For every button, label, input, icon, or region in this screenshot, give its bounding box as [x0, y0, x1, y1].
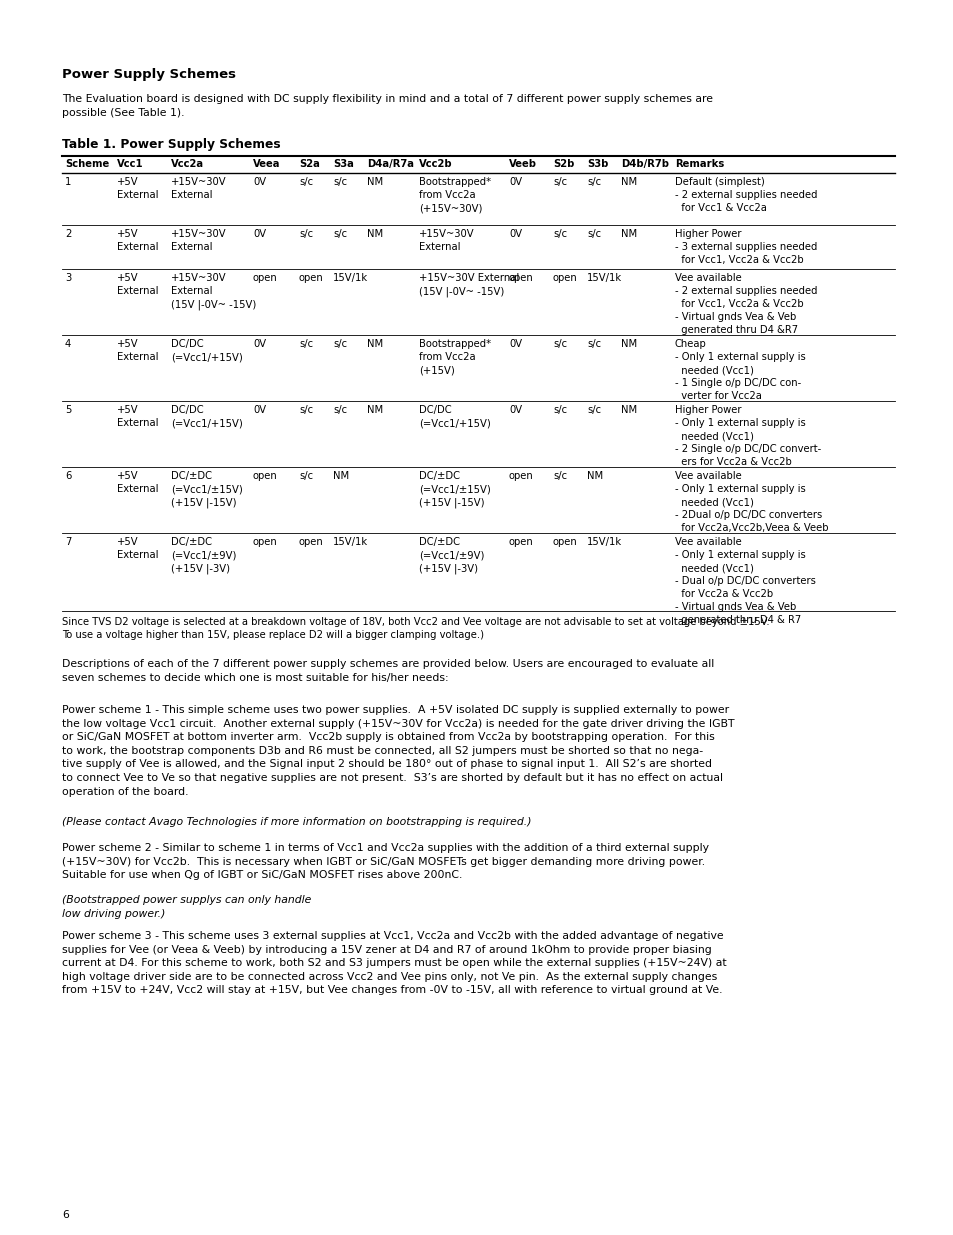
Text: 15V/1k: 15V/1k: [333, 273, 368, 283]
Text: s/c: s/c: [298, 405, 313, 415]
Text: NM: NM: [367, 177, 383, 186]
Text: Power scheme 2 - Similar to scheme 1 in terms of Vcc1 and Vcc2a supplies with th: Power scheme 2 - Similar to scheme 1 in …: [62, 844, 708, 881]
Text: 6: 6: [62, 1210, 69, 1220]
Text: Vee available
- Only 1 external supply is
  needed (Vcc1)
- Dual o/p DC/DC conve: Vee available - Only 1 external supply i…: [675, 537, 815, 625]
Text: (Bootstrapped power supplys can only handle
low driving power.): (Bootstrapped power supplys can only han…: [62, 895, 311, 919]
Text: DC/DC
(=Vcc1/+15V): DC/DC (=Vcc1/+15V): [171, 338, 242, 362]
Text: 0V: 0V: [253, 177, 266, 186]
Text: Since TVS D2 voltage is selected at a breakdown voltage of 18V, both Vcc2 and Ve: Since TVS D2 voltage is selected at a br…: [62, 618, 769, 640]
Text: 1: 1: [65, 177, 71, 186]
Text: Power scheme 3 - This scheme uses 3 external supplies at Vcc1, Vcc2a and Vcc2b w: Power scheme 3 - This scheme uses 3 exte…: [62, 931, 726, 995]
Text: 0V: 0V: [509, 338, 521, 350]
Text: open: open: [253, 537, 277, 547]
Text: Default (simplest)
- 2 external supplies needed
  for Vcc1 & Vcc2a: Default (simplest) - 2 external supplies…: [675, 177, 817, 214]
Text: Vcc2a: Vcc2a: [171, 159, 204, 169]
Text: +15V~30V External
(15V |-0V~ -15V): +15V~30V External (15V |-0V~ -15V): [418, 273, 518, 296]
Text: +5V
External: +5V External: [117, 228, 158, 252]
Text: S2b: S2b: [553, 159, 574, 169]
Text: s/c: s/c: [553, 471, 566, 480]
Text: 15V/1k: 15V/1k: [586, 273, 621, 283]
Text: +15V~30V
External
(15V |-0V~ -15V): +15V~30V External (15V |-0V~ -15V): [171, 273, 256, 310]
Text: 0V: 0V: [509, 177, 521, 186]
Text: Vee available
- Only 1 external supply is
  needed (Vcc1)
- 2Dual o/p DC/DC conv: Vee available - Only 1 external supply i…: [675, 471, 827, 534]
Text: s/c: s/c: [333, 228, 347, 240]
Text: NM: NM: [367, 338, 383, 350]
Text: NM: NM: [620, 228, 637, 240]
Text: 2: 2: [65, 228, 71, 240]
Text: 0V: 0V: [509, 405, 521, 415]
Text: 0V: 0V: [253, 405, 266, 415]
Text: DC/DC
(=Vcc1/+15V): DC/DC (=Vcc1/+15V): [171, 405, 242, 429]
Text: Table 1. Power Supply Schemes: Table 1. Power Supply Schemes: [62, 138, 280, 151]
Text: Vcc2b: Vcc2b: [418, 159, 452, 169]
Text: s/c: s/c: [298, 471, 313, 480]
Text: D4a/R7a: D4a/R7a: [367, 159, 414, 169]
Text: s/c: s/c: [553, 177, 566, 186]
Text: open: open: [298, 537, 323, 547]
Text: s/c: s/c: [586, 338, 600, 350]
Text: Vcc1: Vcc1: [117, 159, 144, 169]
Text: +5V
External: +5V External: [117, 177, 158, 200]
Text: Bootstrapped*
from Vcc2a
(+15V~30V): Bootstrapped* from Vcc2a (+15V~30V): [418, 177, 491, 214]
Text: NM: NM: [620, 338, 637, 350]
Text: NM: NM: [367, 405, 383, 415]
Text: The Evaluation board is designed with DC supply flexibility in mind and a total : The Evaluation board is designed with DC…: [62, 94, 712, 117]
Text: 0V: 0V: [253, 228, 266, 240]
Text: 0V: 0V: [509, 228, 521, 240]
Text: open: open: [298, 273, 323, 283]
Text: NM: NM: [333, 471, 349, 480]
Text: open: open: [253, 273, 277, 283]
Text: D4b/R7b: D4b/R7b: [620, 159, 668, 169]
Text: DC/±DC
(=Vcc1/±15V)
(+15V |-15V): DC/±DC (=Vcc1/±15V) (+15V |-15V): [418, 471, 490, 508]
Text: s/c: s/c: [333, 338, 347, 350]
Text: Vee available
- 2 external supplies needed
  for Vcc1, Vcc2a & Vcc2b
- Virtual g: Vee available - 2 external supplies need…: [675, 273, 817, 335]
Text: s/c: s/c: [553, 228, 566, 240]
Text: s/c: s/c: [586, 177, 600, 186]
Text: +15V~30V
External: +15V~30V External: [171, 177, 227, 200]
Text: s/c: s/c: [553, 338, 566, 350]
Text: Power scheme 1 - This simple scheme uses two power supplies.  A +5V isolated DC : Power scheme 1 - This simple scheme uses…: [62, 705, 734, 797]
Text: Veeb: Veeb: [509, 159, 537, 169]
Text: s/c: s/c: [298, 177, 313, 186]
Text: s/c: s/c: [298, 338, 313, 350]
Text: NM: NM: [367, 228, 383, 240]
Text: NM: NM: [620, 405, 637, 415]
Text: 0V: 0V: [253, 338, 266, 350]
Text: s/c: s/c: [553, 405, 566, 415]
Text: s/c: s/c: [586, 405, 600, 415]
Text: 5: 5: [65, 405, 71, 415]
Text: S3b: S3b: [586, 159, 608, 169]
Text: +15V~30V
External: +15V~30V External: [171, 228, 227, 252]
Text: Cheap
- Only 1 external supply is
  needed (Vcc1)
- 1 Single o/p DC/DC con-
  ve: Cheap - Only 1 external supply is needed…: [675, 338, 805, 401]
Text: Higher Power
- 3 external supplies needed
  for Vcc1, Vcc2a & Vcc2b: Higher Power - 3 external supplies neede…: [675, 228, 817, 266]
Text: open: open: [509, 471, 533, 480]
Text: DC/±DC
(=Vcc1/±9V)
(+15V |-3V): DC/±DC (=Vcc1/±9V) (+15V |-3V): [171, 537, 236, 573]
Text: 15V/1k: 15V/1k: [586, 537, 621, 547]
Text: s/c: s/c: [586, 228, 600, 240]
Text: s/c: s/c: [333, 177, 347, 186]
Text: 4: 4: [65, 338, 71, 350]
Text: +5V
External: +5V External: [117, 537, 158, 559]
Text: Higher Power
- Only 1 external supply is
  needed (Vcc1)
- 2 Single o/p DC/DC co: Higher Power - Only 1 external supply is…: [675, 405, 821, 467]
Text: NM: NM: [620, 177, 637, 186]
Text: Remarks: Remarks: [675, 159, 723, 169]
Text: S2a: S2a: [298, 159, 319, 169]
Text: open: open: [253, 471, 277, 480]
Text: DC/DC
(=Vcc1/+15V): DC/DC (=Vcc1/+15V): [418, 405, 490, 429]
Text: open: open: [553, 537, 578, 547]
Text: +5V
External: +5V External: [117, 273, 158, 296]
Text: DC/±DC
(=Vcc1/±9V)
(+15V |-3V): DC/±DC (=Vcc1/±9V) (+15V |-3V): [418, 537, 484, 573]
Text: Descriptions of each of the 7 different power supply schemes are provided below.: Descriptions of each of the 7 different …: [62, 659, 714, 683]
Text: 6: 6: [65, 471, 71, 480]
Text: 15V/1k: 15V/1k: [333, 537, 368, 547]
Text: +5V
External: +5V External: [117, 405, 158, 429]
Text: +5V
External: +5V External: [117, 338, 158, 362]
Text: 3: 3: [65, 273, 71, 283]
Text: Veea: Veea: [253, 159, 280, 169]
Text: +15V~30V
External: +15V~30V External: [418, 228, 475, 252]
Text: Scheme: Scheme: [65, 159, 110, 169]
Text: Bootstrapped*
from Vcc2a
(+15V): Bootstrapped* from Vcc2a (+15V): [418, 338, 491, 375]
Text: S3a: S3a: [333, 159, 354, 169]
Text: NM: NM: [586, 471, 602, 480]
Text: DC/±DC
(=Vcc1/±15V)
(+15V |-15V): DC/±DC (=Vcc1/±15V) (+15V |-15V): [171, 471, 242, 508]
